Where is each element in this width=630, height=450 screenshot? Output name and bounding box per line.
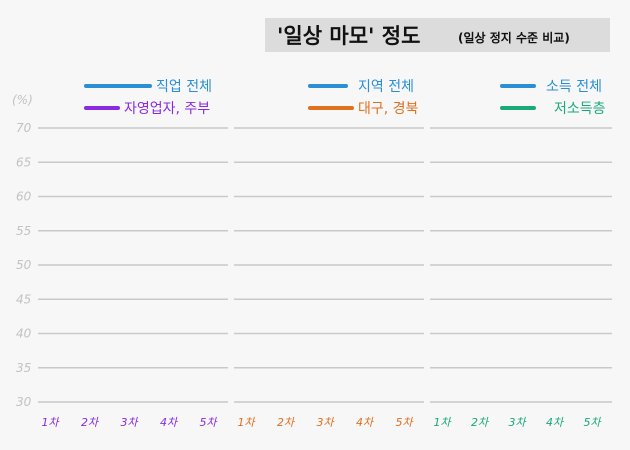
y-tick-label: 55	[16, 224, 31, 238]
x-tick-label: 4차	[160, 416, 179, 429]
y-tick-label: 45	[16, 292, 31, 306]
x-tick-label: 5차	[583, 416, 602, 429]
legend-label: 지역 전체	[358, 79, 414, 95]
title-box	[265, 18, 610, 52]
y-axis-unit: (%)	[12, 93, 33, 107]
legend-label: 직업 전체	[156, 79, 212, 95]
x-tick-label: 4차	[546, 416, 565, 429]
y-tick-label: 50	[16, 258, 32, 272]
y-tick-label: 40	[16, 327, 32, 341]
x-tick-label: 3차	[508, 416, 527, 429]
x-tick-label: 1차	[433, 416, 452, 429]
x-tick-label: 1차	[237, 416, 256, 429]
legend-label: 소득 전체	[546, 79, 602, 95]
y-tick-label: 70	[16, 121, 32, 135]
x-axis: 1차 2차 3차 4차 5차 1차 2차 3차 4차 5차 1차 2차 3차 4차 5차	[41, 416, 602, 429]
legend-label: 저소득층	[554, 101, 606, 117]
y-tick-label: 35	[16, 361, 31, 375]
y-tick-label: 30	[16, 395, 32, 409]
x-tick-label: 3차	[316, 416, 335, 429]
chart-subtitle: (일상 정지 수준 비교)	[458, 30, 570, 45]
x-tick-label: 5차	[199, 416, 218, 429]
x-tick-label: 2차	[277, 416, 296, 429]
x-tick-label: 4차	[356, 416, 375, 429]
x-tick-label: 3차	[120, 416, 139, 429]
x-tick-label: 5차	[395, 416, 414, 429]
legend-label: 대구, 경북	[358, 101, 419, 117]
x-tick-label: 2차	[471, 416, 490, 429]
legend-label: 자영업자, 주부	[124, 101, 210, 117]
y-axis: 30 35 40 45 50 55 60 65 70	[16, 121, 32, 409]
chart-title: '일상 마모' 정도	[277, 24, 420, 48]
y-tick-label: 60	[16, 190, 32, 204]
x-tick-label: 2차	[81, 416, 100, 429]
grid	[38, 127, 612, 403]
y-tick-label: 65	[16, 155, 31, 169]
x-tick-label: 1차	[41, 416, 60, 429]
